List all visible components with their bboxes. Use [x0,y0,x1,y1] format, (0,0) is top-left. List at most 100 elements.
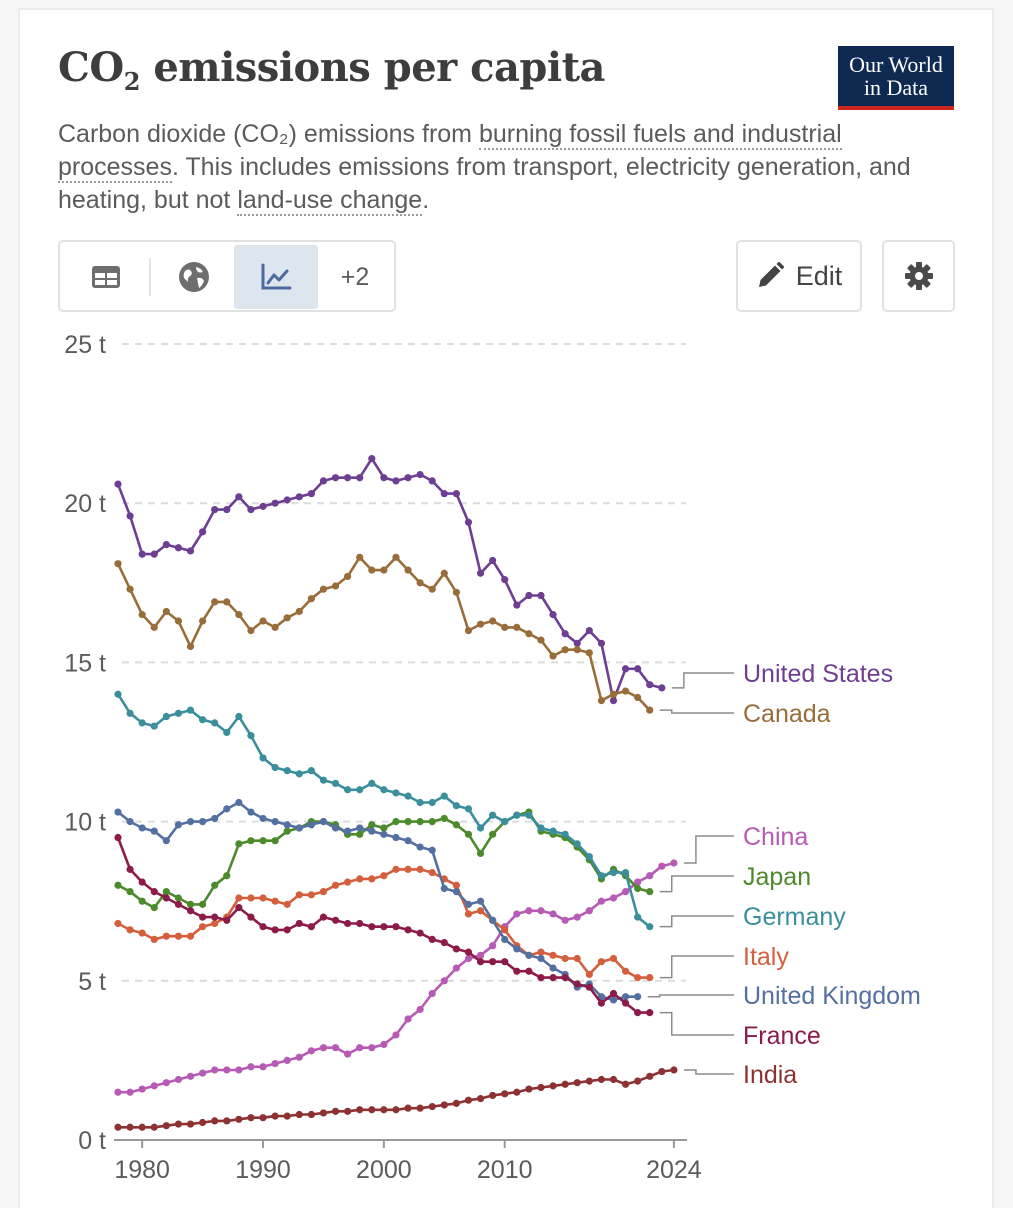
data-point [211,719,219,727]
data-point [283,1056,291,1064]
data-point [283,827,291,835]
edit-button[interactable]: Edit [736,240,862,312]
tab-table[interactable] [64,245,148,309]
legend-connector [671,672,734,689]
data-point [404,818,412,826]
data-point [259,617,267,625]
data-point [126,585,134,593]
chart-title: CO2 emissions per capita [58,44,605,96]
data-point [549,1082,557,1090]
data-point [271,897,279,905]
data-point [646,923,654,931]
data-point [198,716,207,724]
subtitle-link-fossil-fuels[interactable]: burning fossil fuels and industrial proc… [58,120,842,183]
data-point [452,490,460,498]
owid-logo[interactable]: Our World in Data [838,46,954,110]
data-point [295,607,303,616]
data-point [283,821,291,829]
data-point [174,709,183,717]
data-point [162,540,170,549]
x-tick-label: 2024 [646,1156,702,1184]
data-point [404,474,412,482]
data-point [380,566,388,574]
legend-connector [647,994,734,998]
data-point [428,818,436,826]
data-point [247,894,255,902]
data-point [573,954,581,963]
data-point [223,916,231,924]
data-point [235,611,243,619]
data-point [150,1123,158,1131]
data-point [440,792,448,800]
data-point [319,818,328,826]
data-point [356,830,364,838]
data-point [344,1050,352,1058]
data-point [489,958,497,966]
data-point [247,626,255,635]
data-point [489,556,497,565]
settings-button[interactable] [882,240,955,312]
data-point [331,779,340,787]
data-point [198,923,207,931]
data-point [537,591,545,600]
data-point [621,1080,630,1088]
data-point [476,958,485,966]
data-point [126,888,134,896]
data-point [223,505,231,514]
data-point [319,477,328,485]
data-point [211,913,219,921]
series-united-kingdom [114,798,642,1004]
tab-more[interactable]: +2 [340,262,370,291]
data-point [525,951,533,959]
data-point [440,977,448,985]
data-point [597,872,606,880]
data-point [452,881,460,889]
data-point [114,881,122,889]
tab-chart[interactable] [234,245,318,309]
data-point [223,1066,231,1074]
data-point [380,923,388,931]
data-point [609,690,618,698]
data-point [150,1082,158,1090]
data-point [283,614,291,622]
legend-label: United Kingdom [743,982,921,1010]
data-point [138,897,146,905]
data-point [634,913,642,921]
data-point [416,798,424,807]
series-italy [114,865,654,982]
subtitle-link-land-use[interactable]: land-use change [237,186,423,216]
data-point [138,824,146,832]
data-point [126,818,134,826]
data-point [259,1063,267,1071]
data-point [211,814,219,823]
data-point [247,505,255,514]
data-point [392,1106,400,1114]
data-point [174,617,183,625]
data-point [271,499,279,507]
line-chart-icon [261,263,292,290]
tab-map[interactable] [154,245,234,309]
data-point [380,872,388,880]
legend-label: Japan [743,863,811,891]
data-point [331,881,340,889]
data-point [658,862,666,870]
globe-icon [179,262,209,292]
data-point [319,913,328,921]
data-point [428,1102,436,1111]
data-point [174,1075,183,1084]
pencil-icon [758,262,784,287]
data-point [295,891,303,899]
data-point [658,1067,666,1076]
legend-label: India [743,1061,797,1089]
data-point [646,872,654,880]
data-point [319,776,328,784]
data-point [295,919,303,928]
data-point [235,798,243,807]
line-chart: 0 t 5 t 10 t 15 t 20 t 25 t 1980 1990 2000 2010 20… [64,331,921,1184]
data-point [464,948,473,956]
data-point [331,582,340,590]
data-point [597,1075,606,1084]
data-point [344,1107,352,1115]
data-point [452,964,460,972]
data-point [223,872,231,880]
